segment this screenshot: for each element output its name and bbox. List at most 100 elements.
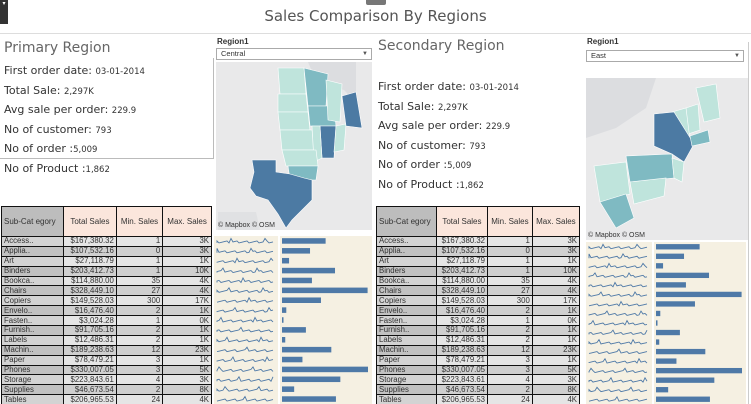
sales-bar[interactable] bbox=[656, 263, 664, 269]
sparkline[interactable] bbox=[216, 247, 274, 254]
column-header[interactable]: Max. Sales bbox=[531, 206, 581, 237]
table-row[interactable]: Tables $206,965.53 24 4K bbox=[1, 394, 212, 404]
sales-bar[interactable] bbox=[282, 287, 368, 294]
sparkline[interactable] bbox=[216, 237, 274, 244]
column-header[interactable]: Sub-Cat egory bbox=[376, 206, 437, 237]
column-header[interactable]: Min. Sales bbox=[115, 206, 164, 237]
sparkline[interactable] bbox=[216, 356, 274, 363]
sales-bar[interactable] bbox=[282, 277, 312, 284]
scrollbar-track[interactable] bbox=[748, 42, 749, 404]
sales-bar[interactable] bbox=[656, 387, 669, 393]
sparkline[interactable] bbox=[588, 357, 648, 364]
sales-bar[interactable] bbox=[656, 348, 706, 355]
sparkline[interactable] bbox=[216, 257, 274, 264]
sparkline[interactable] bbox=[588, 310, 648, 316]
table-row[interactable]: Chairs $328,449.10 27 4K bbox=[1, 285, 212, 297]
sales-bar[interactable] bbox=[656, 282, 686, 288]
sparkline[interactable] bbox=[588, 272, 648, 278]
column-header[interactable]: Sub-Cat egory bbox=[1, 206, 64, 237]
sales-bar[interactable] bbox=[282, 327, 306, 333]
column-header[interactable]: Max. Sales bbox=[162, 206, 212, 237]
sparkline[interactable] bbox=[588, 348, 648, 354]
table-row[interactable]: Fasten.. $3,024.28 1 0K bbox=[1, 315, 212, 327]
table-row[interactable]: Bookca.. $114,880.00 35 4K bbox=[376, 275, 581, 287]
sales-bar[interactable] bbox=[656, 358, 677, 364]
sales-bar[interactable] bbox=[656, 320, 658, 326]
table-row[interactable]: Tables $206,965.53 24 4K bbox=[376, 394, 581, 404]
sales-bar[interactable] bbox=[282, 386, 295, 392]
sales-bar[interactable] bbox=[282, 257, 290, 264]
sales-bar[interactable] bbox=[656, 244, 700, 250]
sales-bar[interactable] bbox=[282, 267, 336, 274]
sparkline[interactable] bbox=[588, 243, 648, 250]
table-row[interactable]: Labels $12,486.31 2 1K bbox=[376, 334, 581, 346]
column-header[interactable]: Total Sales bbox=[62, 206, 117, 237]
sales-bar[interactable] bbox=[282, 396, 336, 402]
sales-bar[interactable] bbox=[656, 329, 680, 336]
sparkline[interactable] bbox=[216, 267, 274, 274]
table-row[interactable]: Supplies $46,673.54 2 8K bbox=[1, 384, 212, 396]
sales-bar[interactable] bbox=[282, 297, 321, 304]
table-row[interactable]: Art $27,118.79 1 1K bbox=[1, 255, 212, 267]
table-row[interactable]: Applia.. $107,532.16 0 3K bbox=[376, 245, 581, 257]
table-row[interactable]: Phones $330,007.05 3 5K bbox=[1, 364, 212, 376]
sales-bar[interactable] bbox=[656, 339, 660, 345]
table-row[interactable]: Copiers $149,528.03 300 17K bbox=[376, 295, 581, 307]
table-row[interactable]: Labels $12,486.31 2 1K bbox=[1, 334, 212, 346]
sparkline[interactable] bbox=[588, 281, 648, 288]
table-row[interactable]: Envelo.. $16,476.40 2 1K bbox=[1, 305, 212, 317]
sparkline[interactable] bbox=[588, 319, 648, 326]
table-row[interactable]: Art $27,118.79 1 1K bbox=[376, 255, 581, 267]
sparkline[interactable] bbox=[588, 395, 648, 402]
sales-bar[interactable] bbox=[282, 238, 326, 244]
sales-bar[interactable] bbox=[282, 376, 341, 383]
sparkline[interactable] bbox=[216, 346, 274, 353]
primary-sales-bars[interactable] bbox=[280, 236, 372, 404]
table-row[interactable]: Applia.. $107,532.16 0 3K bbox=[1, 245, 212, 257]
table-row[interactable]: Supplies $46,673.54 2 8K bbox=[376, 384, 581, 396]
sparkline[interactable] bbox=[588, 300, 648, 307]
secondary-region-map[interactable]: © Mapbox © OSM bbox=[586, 78, 748, 240]
sales-bar[interactable] bbox=[282, 366, 368, 373]
sparkline[interactable] bbox=[588, 329, 648, 335]
sparkline[interactable] bbox=[216, 326, 274, 333]
sales-bar[interactable] bbox=[282, 248, 311, 254]
sparkline[interactable] bbox=[216, 336, 274, 343]
column-header[interactable]: Min. Sales bbox=[487, 206, 533, 237]
table-row[interactable]: Binders $203,412.73 1 10K bbox=[1, 265, 212, 277]
sales-bar[interactable] bbox=[282, 356, 303, 363]
table-row[interactable]: Furnish.. $91,705.16 2 1K bbox=[376, 325, 581, 336]
table-row[interactable]: Machin.. $189,238.63 12 23K bbox=[1, 344, 212, 356]
table-row[interactable]: Paper $78,479.21 3 1K bbox=[1, 354, 212, 366]
table-row[interactable]: Copiers $149,528.03 300 17K bbox=[1, 295, 212, 307]
sales-bar[interactable] bbox=[656, 301, 695, 307]
table-row[interactable]: Envelo.. $16,476.40 2 1K bbox=[376, 305, 581, 317]
sales-bar[interactable] bbox=[656, 272, 710, 279]
table-row[interactable]: Access.. $167,380.32 1 3K bbox=[376, 236, 581, 247]
sparkline[interactable] bbox=[216, 316, 274, 323]
table-row[interactable]: Chairs $328,449.10 27 4K bbox=[376, 285, 581, 297]
table-row[interactable]: Phones $330,007.05 3 5K bbox=[376, 364, 581, 376]
table-row[interactable]: Furnish.. $91,705.16 2 1K bbox=[1, 325, 212, 336]
sparkline[interactable] bbox=[216, 395, 274, 402]
sales-bar[interactable] bbox=[656, 310, 661, 317]
sales-bar[interactable] bbox=[282, 336, 286, 343]
sparkline[interactable] bbox=[216, 296, 274, 303]
secondary-sales-sparklines[interactable] bbox=[586, 242, 652, 404]
sparkline[interactable] bbox=[216, 366, 274, 372]
primary-region-dropdown[interactable]: Central ▼ bbox=[216, 48, 372, 60]
sales-bar[interactable] bbox=[656, 253, 685, 259]
sparkline[interactable] bbox=[588, 338, 648, 345]
primary-sales-sparklines[interactable] bbox=[214, 236, 278, 404]
table-row[interactable]: Access.. $167,380.32 1 3K bbox=[1, 236, 212, 247]
sparkline[interactable] bbox=[588, 376, 648, 383]
sales-bar[interactable] bbox=[656, 377, 715, 383]
secondary-region-dropdown[interactable]: East ▼ bbox=[586, 50, 744, 62]
sparkline[interactable] bbox=[216, 286, 274, 293]
sales-bar[interactable] bbox=[282, 346, 332, 353]
table-row[interactable]: Fasten.. $3,024.28 1 0K bbox=[376, 315, 581, 327]
table-row[interactable]: Binders $203,412.73 1 10K bbox=[376, 265, 581, 277]
table-row[interactable]: Storage $223,843.61 4 3K bbox=[1, 374, 212, 386]
sales-bar[interactable] bbox=[282, 307, 287, 313]
sparkline[interactable] bbox=[588, 262, 648, 269]
